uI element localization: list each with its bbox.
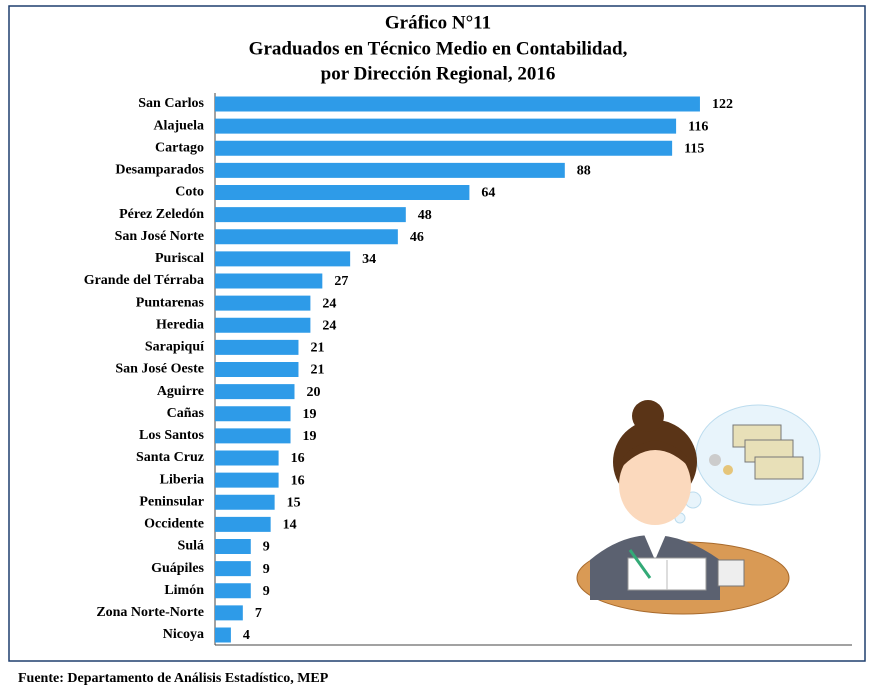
y-tick-label: Alajuela: [153, 118, 204, 133]
value-label: 64: [481, 186, 495, 201]
chart-title: Gráfico N°11: [385, 12, 491, 33]
y-tick-label: Aguirre: [157, 384, 204, 399]
bar: [215, 118, 677, 134]
bar: [215, 516, 271, 532]
bar: [215, 362, 299, 377]
y-tick-label: San José Norte: [115, 229, 204, 244]
bar: [215, 406, 291, 422]
value-label: 48: [418, 208, 432, 223]
value-label: 27: [334, 274, 348, 289]
value-label: 115: [684, 141, 704, 156]
bar: [215, 605, 243, 621]
bar: [215, 162, 565, 178]
y-tick-label: Cartago: [155, 140, 204, 155]
y-tick-label: Desamparados: [115, 163, 204, 178]
bar: [215, 472, 279, 488]
y-tick-label: Liberia: [160, 472, 204, 487]
bar: [215, 229, 398, 245]
bar: [215, 295, 311, 311]
y-tick-label: Limón: [164, 583, 204, 598]
source-note: Fuente: Departamento de Análisis Estadís…: [18, 671, 329, 686]
value-label: 9: [263, 584, 270, 599]
bar: [215, 251, 351, 267]
y-tick-label: Nicoya: [163, 627, 204, 642]
y-tick-label: Cañas: [167, 406, 205, 421]
y-tick-label: Guápiles: [151, 561, 204, 576]
y-tick-label: Sarapiquí: [145, 340, 205, 355]
value-label: 19: [303, 407, 317, 422]
y-tick-label: Peninsular: [139, 494, 204, 509]
y-tick-label: Puntarenas: [136, 295, 205, 310]
bar: [215, 339, 299, 355]
bar: [215, 207, 406, 223]
y-tick-label: Sulá: [178, 539, 204, 554]
value-label: 15: [287, 495, 301, 510]
bar: [215, 428, 291, 444]
y-tick-label: San José Oeste: [115, 362, 204, 377]
bar: [215, 384, 295, 400]
bar: [215, 539, 251, 554]
illustration: [576, 400, 821, 615]
chart-title: Graduados en Técnico Medio en Contabilid…: [249, 38, 628, 59]
bar: [215, 185, 470, 200]
value-label: 34: [362, 252, 376, 267]
value-label: 16: [291, 451, 305, 466]
bar: [215, 450, 279, 466]
bar: [215, 317, 311, 333]
bar: [215, 494, 275, 510]
value-label: 19: [303, 429, 317, 444]
value-label: 24: [322, 318, 336, 333]
value-label: 21: [310, 341, 324, 356]
value-label: 14: [283, 518, 297, 533]
y-tick-label: Santa Cruz: [136, 450, 204, 465]
value-label: 9: [263, 540, 270, 555]
y-tick-label: Heredia: [156, 317, 204, 332]
y-tick-label: San Carlos: [138, 96, 204, 111]
value-label: 24: [322, 296, 336, 311]
value-label: 88: [577, 164, 591, 179]
chart-title: por Dirección Regional, 2016: [321, 63, 556, 84]
bar: [215, 583, 251, 599]
bar: [215, 96, 700, 112]
bar: [215, 140, 673, 156]
value-label: 21: [310, 363, 324, 378]
y-tick-label: Los Santos: [139, 428, 205, 443]
y-tick-label: Puriscal: [155, 251, 204, 266]
bar: [215, 627, 231, 643]
value-label: 122: [712, 97, 733, 112]
value-label: 20: [307, 385, 321, 400]
value-label: 7: [255, 606, 262, 621]
bar: [215, 561, 251, 577]
value-label: 116: [688, 119, 708, 134]
y-tick-label: Grande del Térraba: [84, 273, 204, 288]
chart-frame: [8, 5, 866, 662]
y-tick-label: Coto: [175, 185, 204, 200]
value-label: 4: [243, 628, 250, 643]
y-tick-label: Pérez Zeledón: [119, 207, 204, 222]
bar: [215, 273, 323, 289]
y-tick-label: Zona Norte-Norte: [96, 605, 204, 620]
value-label: 46: [410, 230, 424, 245]
value-label: 9: [263, 562, 270, 577]
value-label: 16: [291, 473, 305, 488]
y-tick-label: Occidente: [144, 517, 204, 532]
